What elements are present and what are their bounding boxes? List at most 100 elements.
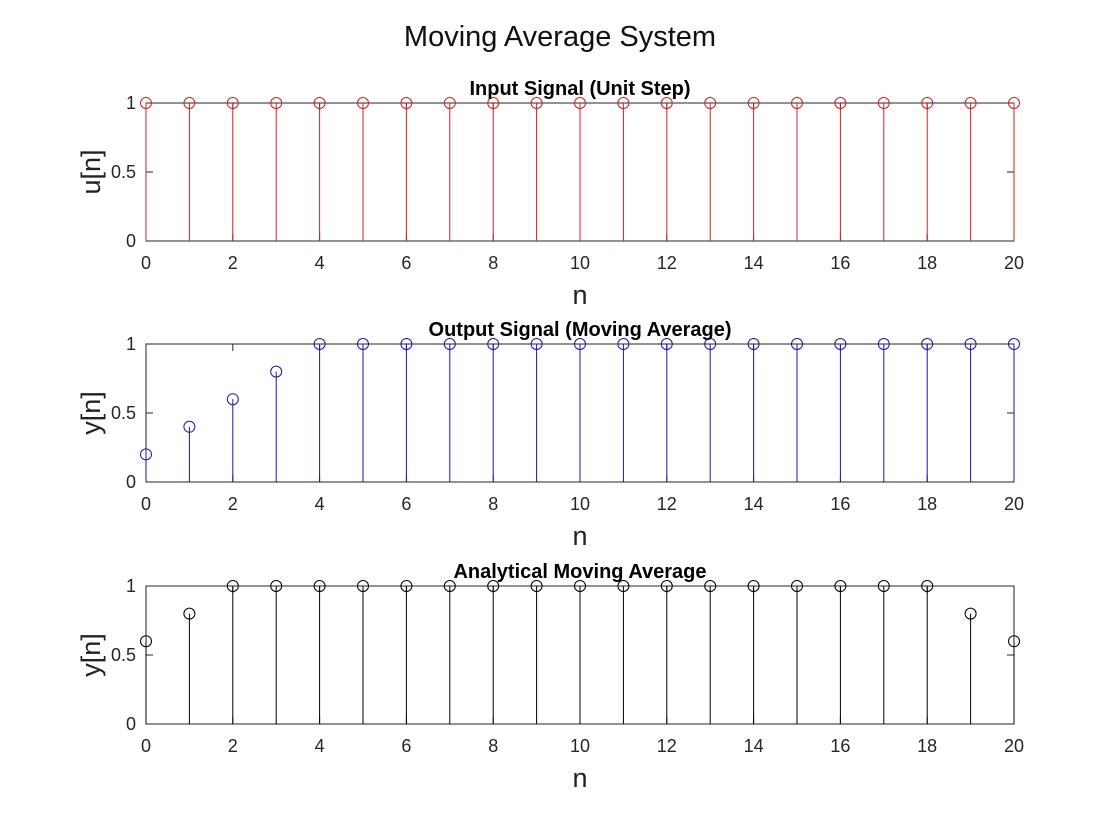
y-axis-label: y[n] (76, 633, 106, 677)
stem-marker (617, 97, 630, 109)
ytick-label: 0 (126, 472, 136, 492)
stem-marker (487, 97, 500, 109)
stem-marker (226, 97, 239, 109)
xtick-label: 14 (744, 494, 764, 514)
stem-marker (964, 607, 977, 620)
xtick-label: 6 (401, 253, 411, 273)
stem-marker (140, 448, 152, 461)
xtick-label: 10 (570, 494, 590, 514)
stem-marker (574, 580, 586, 592)
stem-marker (660, 97, 673, 109)
stem-marker (834, 580, 847, 592)
ytick-label: 0 (126, 714, 136, 734)
ytick-label: 0.5 (111, 162, 136, 182)
xtick-label: 10 (570, 253, 590, 273)
xtick-label: 14 (744, 736, 764, 756)
xtick-label: 8 (488, 494, 498, 514)
stem-marker (660, 580, 673, 592)
xtick-label: 16 (830, 494, 850, 514)
stem-marker (357, 580, 369, 592)
xtick-label: 8 (488, 253, 498, 273)
figure-title: Moving Average System (404, 21, 716, 53)
xtick-label: 18 (917, 736, 937, 756)
xtick-label: 0 (141, 494, 151, 514)
xtick-label: 20 (1004, 253, 1024, 273)
xtick-label: 12 (657, 253, 677, 273)
stem-marker (487, 338, 500, 350)
stem-marker (140, 635, 152, 648)
xtick-label: 16 (830, 736, 850, 756)
ytick-label: 0.5 (111, 645, 136, 665)
xtick-label: 14 (744, 253, 764, 273)
stem-marker (834, 97, 847, 109)
xtick-label: 8 (488, 736, 498, 756)
y-axis-label: u[n] (76, 149, 106, 194)
stem-marker (921, 97, 934, 109)
stem-marker (574, 338, 586, 350)
stem-marker (704, 338, 717, 350)
xtick-label: 12 (657, 736, 677, 756)
stem-marker (530, 580, 543, 592)
stem-marker (530, 97, 543, 109)
stem-marker (660, 338, 673, 350)
stem-marker (270, 97, 283, 109)
ytick-label: 0 (126, 231, 136, 251)
xtick-label: 20 (1004, 736, 1024, 756)
x-axis-label: n (572, 280, 587, 310)
stem-marker (747, 97, 760, 109)
stem-marker (704, 97, 717, 109)
xtick-label: 2 (228, 253, 238, 273)
xtick-label: 18 (917, 253, 937, 273)
xtick-label: 18 (917, 494, 937, 514)
xtick-label: 20 (1004, 494, 1024, 514)
xtick-label: 6 (401, 736, 411, 756)
stem-marker (1008, 97, 1020, 109)
xtick-label: 2 (228, 494, 238, 514)
stem-marker (270, 365, 283, 378)
y-axis-label: y[n] (76, 391, 106, 435)
stem-marker (487, 580, 500, 592)
stem-marker (226, 393, 239, 406)
stem-marker (226, 580, 239, 592)
x-axis-label: n (572, 763, 587, 793)
ytick-label: 1 (126, 334, 136, 354)
stem-marker (400, 580, 413, 592)
stem-marker (921, 338, 934, 350)
stem-marker (964, 338, 977, 350)
stem-marker (617, 580, 630, 592)
xtick-label: 12 (657, 494, 677, 514)
stem-marker (574, 97, 586, 109)
stem-marker (313, 580, 326, 592)
stem-marker (617, 338, 630, 350)
xtick-label: 4 (315, 736, 325, 756)
stem-marker (704, 580, 717, 592)
stem-marker (183, 420, 196, 433)
subplot-title: Output Signal (Moving Average) (429, 319, 732, 341)
stem-marker (183, 97, 196, 109)
xtick-label: 2 (228, 736, 238, 756)
stem-marker (530, 338, 543, 350)
stem-marker (183, 607, 196, 620)
stem-marker (877, 97, 890, 109)
stem-marker (270, 580, 283, 592)
stem-marker (1008, 635, 1020, 648)
stem-marker (357, 97, 369, 109)
subplot-title: Input Signal (Unit Step) (469, 78, 690, 100)
stem-marker (791, 97, 803, 109)
xtick-label: 4 (315, 253, 325, 273)
stem-marker (747, 338, 760, 350)
stem-marker (140, 97, 152, 109)
stem-marker (443, 338, 456, 350)
stem-marker (964, 97, 977, 109)
stem-marker (443, 580, 456, 592)
stem-marker (921, 580, 934, 592)
ytick-label: 0.5 (111, 403, 136, 423)
x-axis-label: n (572, 521, 587, 551)
xtick-label: 4 (315, 494, 325, 514)
stem-marker (791, 580, 803, 592)
stem-marker (791, 338, 803, 350)
xtick-label: 6 (401, 494, 411, 514)
stem-marker (400, 338, 413, 350)
stem-marker (747, 580, 760, 592)
